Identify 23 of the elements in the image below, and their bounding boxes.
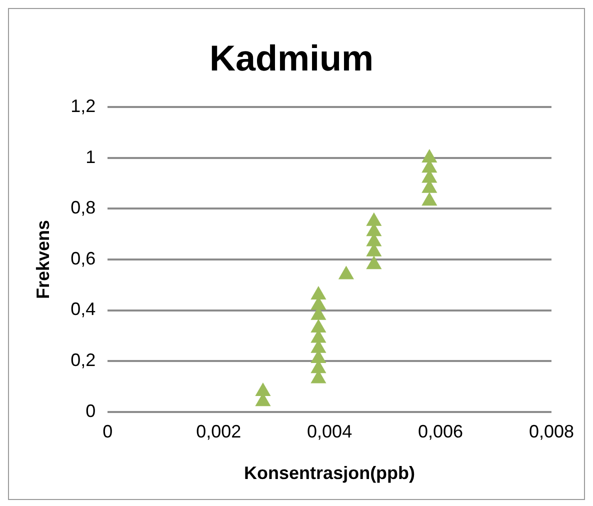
- point: [422, 192, 438, 206]
- point: [338, 266, 354, 280]
- point: [422, 148, 438, 162]
- y-axis-title: Frekvens: [32, 220, 53, 300]
- y-tick-label: 0: [86, 400, 96, 421]
- point: [366, 256, 382, 270]
- y-tick-label: 0,2: [70, 350, 96, 370]
- point: [255, 382, 271, 396]
- y-tick-label: 0,6: [70, 248, 96, 268]
- y-tick-label: 1,2: [70, 96, 96, 116]
- y-tick-label: 0,4: [70, 299, 96, 320]
- x-tick-label: 0,002: [196, 422, 242, 442]
- y-tick-label: 0,8: [70, 198, 96, 218]
- point: [310, 286, 326, 300]
- y-tick-label: 1: [86, 146, 96, 167]
- x-tick-label: 0: [102, 422, 113, 442]
- point: [310, 319, 326, 333]
- chart-title: Kadmium: [209, 38, 374, 79]
- x-tick-label: 0,006: [418, 422, 464, 442]
- x-tick-label: 0,004: [307, 422, 352, 442]
- x-tick-label: 0,008: [528, 422, 574, 442]
- point: [366, 212, 382, 226]
- x-axis-title: Konsentrasjon(ppb): [244, 463, 416, 484]
